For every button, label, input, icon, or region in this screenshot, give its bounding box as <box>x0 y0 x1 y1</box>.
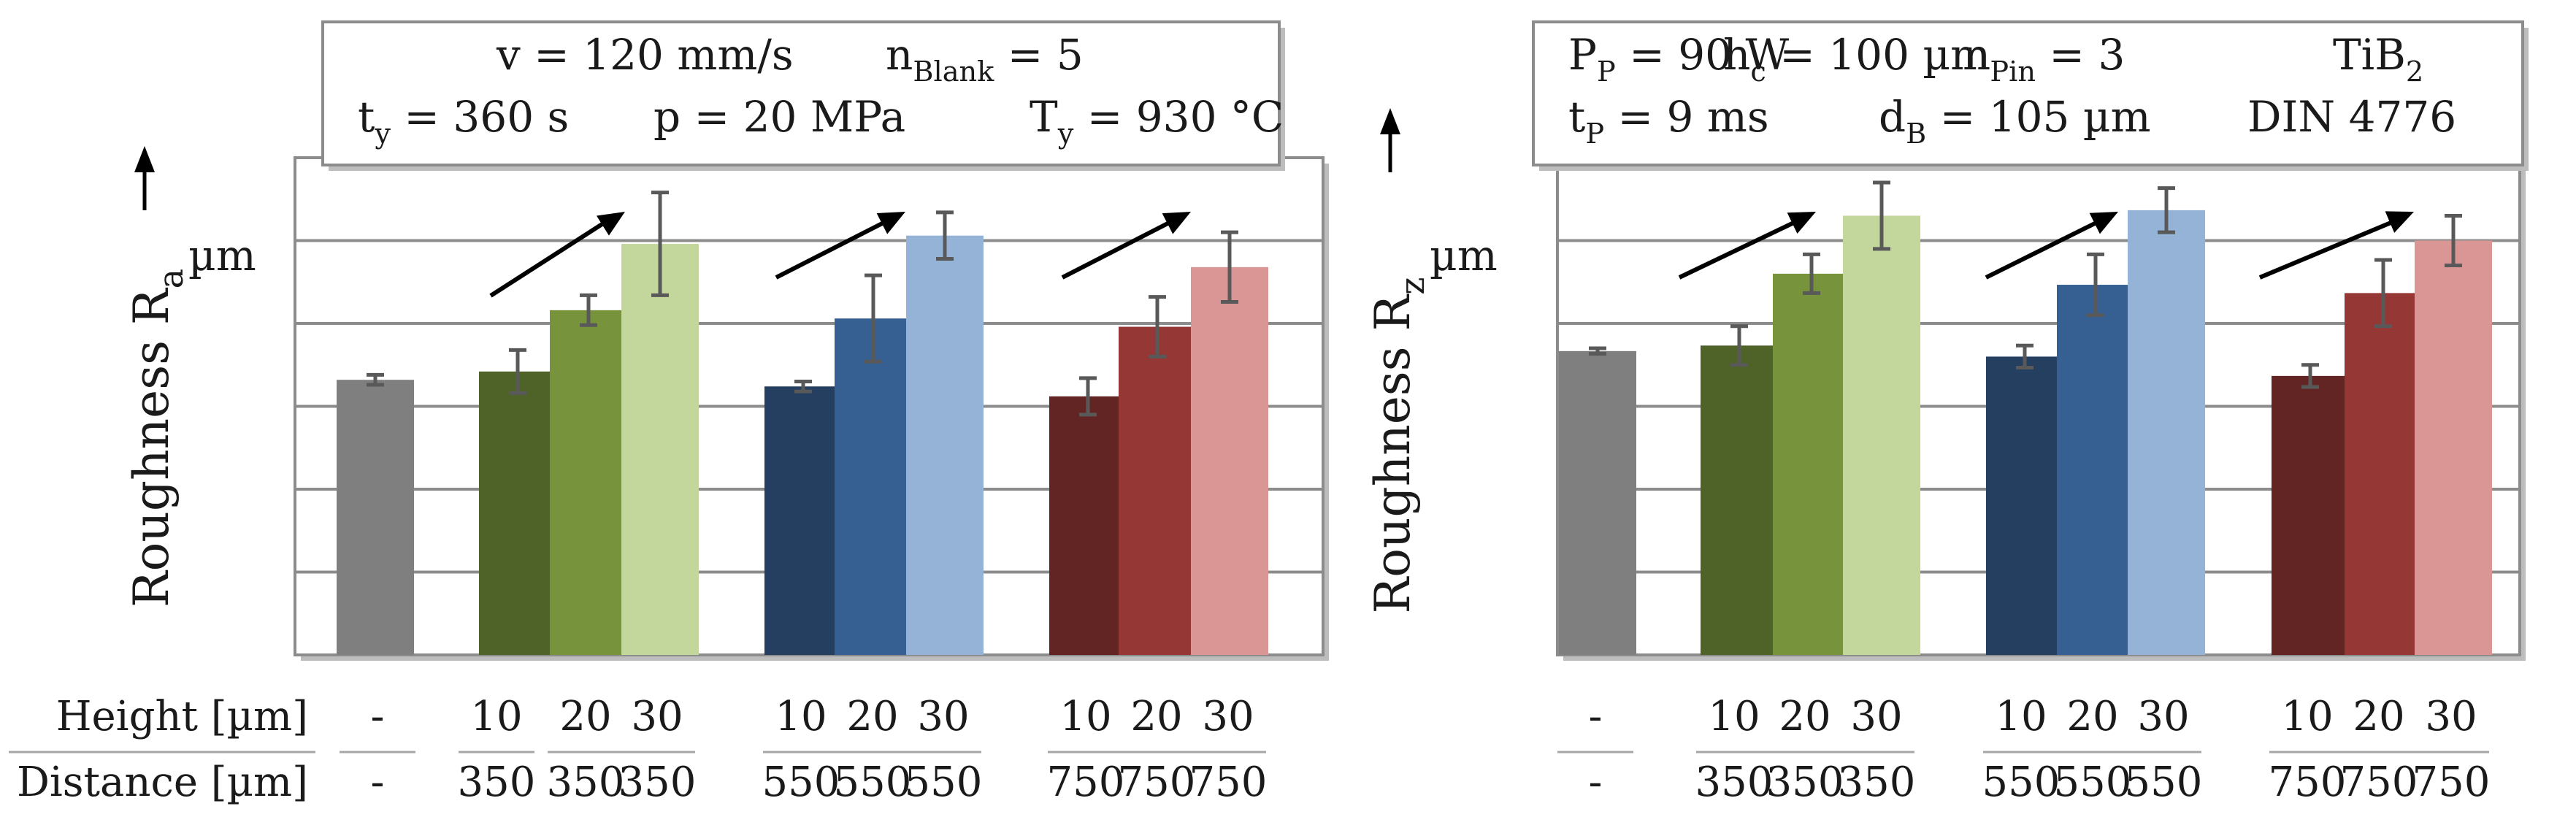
trend-arrowhead <box>1162 212 1191 234</box>
axis-arrowhead <box>1380 108 1400 134</box>
param-text: DIN 4776 <box>2247 92 2456 142</box>
y-axis-label: Roughness Rz <box>1365 277 1432 614</box>
category-height: 20 <box>559 693 611 740</box>
category-distance: 550 <box>762 759 840 806</box>
param-text: nBlank = 5 <box>886 30 1084 88</box>
row-label-height: Height [µm] <box>56 693 308 740</box>
param-text: tP = 9 ms <box>1568 92 1769 150</box>
trend-arrowhead <box>2385 211 2414 233</box>
category-height: 30 <box>917 693 969 740</box>
category-height: 30 <box>631 693 683 740</box>
bar <box>550 310 627 655</box>
bar <box>764 386 842 655</box>
y-axis-label: Roughness Ra <box>123 269 191 607</box>
category-height: 10 <box>1708 693 1760 740</box>
category-distance: 750 <box>2412 759 2491 806</box>
trend-arrow <box>775 218 891 280</box>
bar <box>906 235 984 655</box>
trend-arrowhead <box>876 212 905 234</box>
trend-arrow <box>1678 218 1801 280</box>
bar <box>2272 375 2349 655</box>
category-distance: 550 <box>2054 759 2132 806</box>
bar <box>2415 240 2492 655</box>
axis-arrowhead <box>134 146 155 172</box>
category-distance: 550 <box>834 759 912 806</box>
category-height: 10 <box>470 693 522 740</box>
bar <box>1701 345 1778 655</box>
param-text: TiB2 <box>2333 30 2423 88</box>
trend-arrowhead <box>1787 212 1816 234</box>
trend-arrow <box>1061 218 1176 280</box>
param-text: Ty = 930 °C <box>1030 92 1284 150</box>
trend-arrow <box>1985 218 2104 280</box>
y-axis-unit: µm <box>188 231 256 280</box>
bar <box>1191 266 1268 655</box>
category-distance: 750 <box>1118 759 1196 806</box>
category-height: 30 <box>2425 693 2477 740</box>
category-distance: 350 <box>1838 759 1916 806</box>
bar <box>337 380 414 655</box>
category-distance: 750 <box>2269 759 2347 806</box>
category-height: 20 <box>2066 693 2118 740</box>
param-text: ty = 360 s <box>358 92 569 150</box>
category-distance: 550 <box>905 759 983 806</box>
param-text: v = 120 mm/s <box>496 30 794 80</box>
param-box <box>1532 20 2524 166</box>
category-height: - <box>1589 693 1603 740</box>
bar <box>1773 273 1850 655</box>
bar <box>2128 210 2205 656</box>
bar <box>1986 356 2063 655</box>
trend-arrowhead <box>2089 212 2118 234</box>
param-text: PP = 90 W <box>1568 30 1789 88</box>
bar <box>1559 350 1636 655</box>
category-height: 10 <box>1059 693 1111 740</box>
category-distance: - <box>1589 759 1603 806</box>
chart-ra: v = 120 mm/s nBlank = 5 ty = 360 s p = 20 M… <box>9 20 1329 806</box>
trend-arrow <box>2258 218 2399 280</box>
bar <box>1843 215 1920 655</box>
category-distance: 750 <box>1189 759 1268 806</box>
category-height: 20 <box>2353 693 2404 740</box>
category-distance: 750 <box>1047 759 1125 806</box>
bar <box>479 371 556 655</box>
param-box <box>321 20 1281 166</box>
bar <box>1119 326 1196 655</box>
param-text: nPin = 3 <box>1963 30 2125 88</box>
category-height: 20 <box>1779 693 1831 740</box>
category-height: 30 <box>1850 693 1902 740</box>
param-text: hc = 100 µm <box>1723 30 1990 88</box>
param-text: p = 20 MPa <box>653 92 905 142</box>
category-distance: 550 <box>2125 759 2203 806</box>
category-distance: 550 <box>1982 759 2061 806</box>
trend-arrowhead <box>596 212 625 236</box>
category-height: 10 <box>775 693 827 740</box>
category-distance: 350 <box>1695 759 1774 806</box>
bar <box>2057 285 2134 655</box>
bar <box>1049 396 1127 655</box>
category-distance: 750 <box>2340 759 2418 806</box>
param-text: dB = 105 µm <box>1879 92 2151 150</box>
category-distance: 350 <box>458 759 536 806</box>
category-distance: 350 <box>547 759 625 806</box>
category-height: 20 <box>1130 693 1182 740</box>
category-distance: 350 <box>1766 759 1844 806</box>
category-height: 10 <box>1995 693 2047 740</box>
category-height: 20 <box>846 693 898 740</box>
category-height: - <box>371 693 385 740</box>
y-axis-unit: µm <box>1430 231 1498 280</box>
category-height: 30 <box>1202 693 1254 740</box>
category-height: 10 <box>2281 693 2333 740</box>
bar <box>2345 293 2422 655</box>
bar <box>621 244 699 655</box>
trend-arrow <box>489 218 610 298</box>
category-distance: - <box>371 759 385 806</box>
bar <box>835 318 912 655</box>
category-height: 30 <box>2137 693 2189 740</box>
row-label-distance: Distance [µm] <box>17 759 308 806</box>
category-distance: 350 <box>618 759 697 806</box>
